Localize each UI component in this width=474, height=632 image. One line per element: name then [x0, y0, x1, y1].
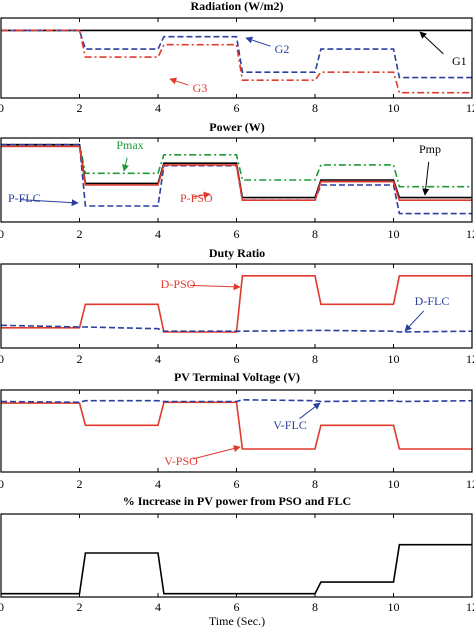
x-tick-label: 0: [0, 227, 4, 241]
series-label: D-PSO: [161, 277, 196, 291]
label-arrow: [191, 191, 211, 199]
line-series: [1, 145, 472, 201]
x-tick-label: 6: [234, 101, 240, 115]
chart-title: Radiation (W/m2): [191, 0, 284, 13]
label-arrow: [19, 199, 79, 207]
x-tick-label: 4: [155, 477, 161, 491]
line-series: [0, 398, 473, 404]
x-tick-label: 4: [155, 227, 161, 241]
label-arrow: [192, 445, 241, 460]
x-tick-label: 10: [388, 477, 400, 491]
series-label: P-FLC: [8, 191, 41, 205]
plot-frame: [0, 513, 473, 598]
label-arrow: [419, 31, 444, 55]
x-tick-label: 10: [388, 227, 400, 241]
x-tick-label: 10: [388, 101, 400, 115]
line-series: [1, 275, 472, 333]
line-series: [1, 143, 472, 199]
x-tick-label: 10: [388, 352, 400, 366]
x-tick-label: 2: [77, 600, 83, 614]
line-series: [1, 143, 472, 188]
x-tick-label: 0: [0, 477, 4, 491]
line-series: [1, 543, 472, 595]
x-tick-label: 6: [234, 352, 240, 366]
series-label: D-FLC: [415, 294, 450, 308]
plot-frame: [0, 17, 473, 99]
chart-title: % Increase in PV power from PSO and FLC: [123, 494, 351, 508]
x-tick-label: 12: [466, 227, 474, 241]
x-tick-label: 4: [155, 600, 161, 614]
x-tick-label: 10: [388, 600, 400, 614]
plot-frame: [0, 263, 473, 349]
line-series: [0, 324, 473, 333]
series-label: Pmp: [419, 142, 441, 156]
x-tick-label: 8: [312, 227, 318, 241]
series-label: G2: [275, 42, 290, 56]
label-arrow: [169, 77, 189, 86]
x-tick-label: 8: [312, 600, 318, 614]
x-tick-label: 2: [77, 352, 83, 366]
x-tick-label: 6: [234, 477, 240, 491]
plot-frame: [0, 137, 473, 223]
series-label: V-FLC: [273, 418, 307, 432]
x-tick-label: 0: [0, 600, 4, 614]
line-series: [1, 29, 472, 94]
x-tick-label: 0: [0, 101, 4, 115]
x-tick-label: 6: [234, 227, 240, 241]
label-arrow: [189, 283, 241, 291]
label-arrow: [422, 161, 430, 196]
x-tick-label: 8: [312, 477, 318, 491]
series-label: Pmax: [116, 138, 143, 152]
plot-frame: [0, 389, 473, 473]
x-tick-label: 0: [0, 352, 4, 366]
x-tick-label: 2: [77, 227, 83, 241]
label-arrow: [122, 157, 129, 172]
x-tick-label: 2: [77, 101, 83, 115]
x-tick-label: 4: [155, 352, 161, 366]
x-axis-label: Time (Sec.): [209, 614, 265, 628]
series-label: G1: [452, 54, 467, 68]
chart-title: Power (W): [209, 120, 264, 134]
line-series: [1, 401, 472, 450]
chart-title: Duty Ratio: [209, 246, 265, 260]
x-tick-label: 6: [234, 600, 240, 614]
label-arrow: [299, 402, 321, 420]
label-arrow: [404, 310, 425, 332]
x-tick-label: 4: [155, 101, 161, 115]
series-label: G3: [193, 81, 208, 95]
x-tick-label: 8: [312, 101, 318, 115]
x-tick-label: 8: [312, 352, 318, 366]
x-tick-label: 2: [77, 477, 83, 491]
x-tick-label: 12: [466, 352, 474, 366]
x-tick-label: 12: [466, 600, 474, 614]
chart-title: PV Terminal Voltage (V): [174, 370, 300, 384]
label-arrow: [245, 36, 271, 47]
x-tick-label: 12: [466, 101, 474, 115]
series-label: P-PSO: [180, 191, 213, 205]
line-series: [1, 29, 472, 79]
series-label: V-PSO: [164, 454, 198, 468]
x-tick-label: 12: [466, 477, 474, 491]
